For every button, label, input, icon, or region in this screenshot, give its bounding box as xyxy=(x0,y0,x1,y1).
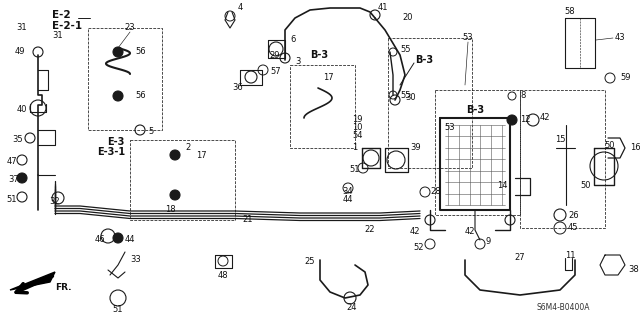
Text: 51: 51 xyxy=(7,196,17,204)
Text: 44: 44 xyxy=(343,196,353,204)
Text: 20: 20 xyxy=(402,13,413,23)
Text: 29: 29 xyxy=(269,50,280,60)
Text: 31: 31 xyxy=(17,24,28,33)
Circle shape xyxy=(170,150,180,160)
Text: 1: 1 xyxy=(352,144,357,152)
Text: 42: 42 xyxy=(540,114,550,122)
Text: E-2: E-2 xyxy=(52,10,70,20)
Text: 47: 47 xyxy=(6,158,17,167)
Text: FR.: FR. xyxy=(55,284,72,293)
Text: B-3: B-3 xyxy=(415,55,433,65)
Text: 45: 45 xyxy=(568,224,579,233)
Text: 35: 35 xyxy=(13,136,23,145)
Circle shape xyxy=(113,233,123,243)
Text: 28: 28 xyxy=(430,188,440,197)
Text: 59: 59 xyxy=(620,73,630,83)
Polygon shape xyxy=(10,272,55,290)
Text: 17: 17 xyxy=(323,73,333,83)
Text: B-3: B-3 xyxy=(466,105,484,115)
Text: 55: 55 xyxy=(400,46,410,55)
Text: E-2-1: E-2-1 xyxy=(52,21,82,31)
Circle shape xyxy=(17,173,27,183)
Text: 53: 53 xyxy=(463,33,474,42)
Text: 11: 11 xyxy=(564,250,575,259)
Text: 24: 24 xyxy=(347,303,357,313)
Text: 54: 54 xyxy=(353,130,363,139)
Text: 5: 5 xyxy=(148,128,153,137)
Text: 33: 33 xyxy=(130,256,141,264)
Text: 4: 4 xyxy=(237,4,243,12)
Text: 50: 50 xyxy=(580,181,591,189)
Text: 9: 9 xyxy=(486,238,492,247)
Text: 15: 15 xyxy=(555,136,565,145)
Text: 6: 6 xyxy=(290,35,296,44)
Text: 46: 46 xyxy=(95,235,106,244)
Text: 3: 3 xyxy=(295,57,300,66)
Circle shape xyxy=(113,47,123,57)
Text: 37: 37 xyxy=(8,175,19,184)
Text: 49: 49 xyxy=(15,48,25,56)
Text: 41: 41 xyxy=(378,3,388,11)
Text: 22: 22 xyxy=(365,226,375,234)
Text: 55: 55 xyxy=(400,92,410,100)
Text: 21: 21 xyxy=(243,216,253,225)
Circle shape xyxy=(170,190,180,200)
Text: 14: 14 xyxy=(497,181,508,189)
Text: 30: 30 xyxy=(405,93,415,102)
Circle shape xyxy=(507,115,517,125)
Text: 23: 23 xyxy=(125,24,135,33)
Text: 42: 42 xyxy=(465,227,476,236)
Text: 19: 19 xyxy=(353,115,363,124)
Text: E-3-1: E-3-1 xyxy=(97,147,125,157)
Text: 10: 10 xyxy=(353,122,363,131)
Text: 16: 16 xyxy=(630,144,640,152)
Text: S6M4-B0400A: S6M4-B0400A xyxy=(536,303,590,313)
Text: 8: 8 xyxy=(520,91,525,100)
Text: B-3: B-3 xyxy=(310,50,328,60)
Text: 58: 58 xyxy=(564,8,575,17)
Text: 2: 2 xyxy=(185,144,190,152)
Text: 56: 56 xyxy=(135,92,146,100)
Text: 12: 12 xyxy=(520,115,531,124)
Text: 48: 48 xyxy=(218,271,228,279)
Text: 50: 50 xyxy=(605,140,615,150)
Text: 26: 26 xyxy=(568,211,579,219)
Text: 40: 40 xyxy=(17,106,28,115)
Text: 34: 34 xyxy=(342,188,353,197)
Text: 51: 51 xyxy=(113,306,124,315)
Text: E-3: E-3 xyxy=(108,137,125,147)
Text: 38: 38 xyxy=(628,265,639,275)
Text: 39: 39 xyxy=(410,144,420,152)
Text: 36: 36 xyxy=(232,84,243,93)
Circle shape xyxy=(113,91,123,101)
Text: 18: 18 xyxy=(164,205,175,214)
Text: 56: 56 xyxy=(135,48,146,56)
Text: 17: 17 xyxy=(196,151,207,160)
Text: 52: 52 xyxy=(413,243,424,253)
Text: 44: 44 xyxy=(125,235,136,244)
Text: 51: 51 xyxy=(349,166,360,174)
Text: 42: 42 xyxy=(410,227,420,236)
Text: 43: 43 xyxy=(615,33,626,42)
Text: 53: 53 xyxy=(445,123,455,132)
Text: 32: 32 xyxy=(50,197,60,206)
Text: 27: 27 xyxy=(515,254,525,263)
Text: 25: 25 xyxy=(305,257,315,266)
Text: 57: 57 xyxy=(270,68,280,77)
Text: 31: 31 xyxy=(52,32,63,41)
